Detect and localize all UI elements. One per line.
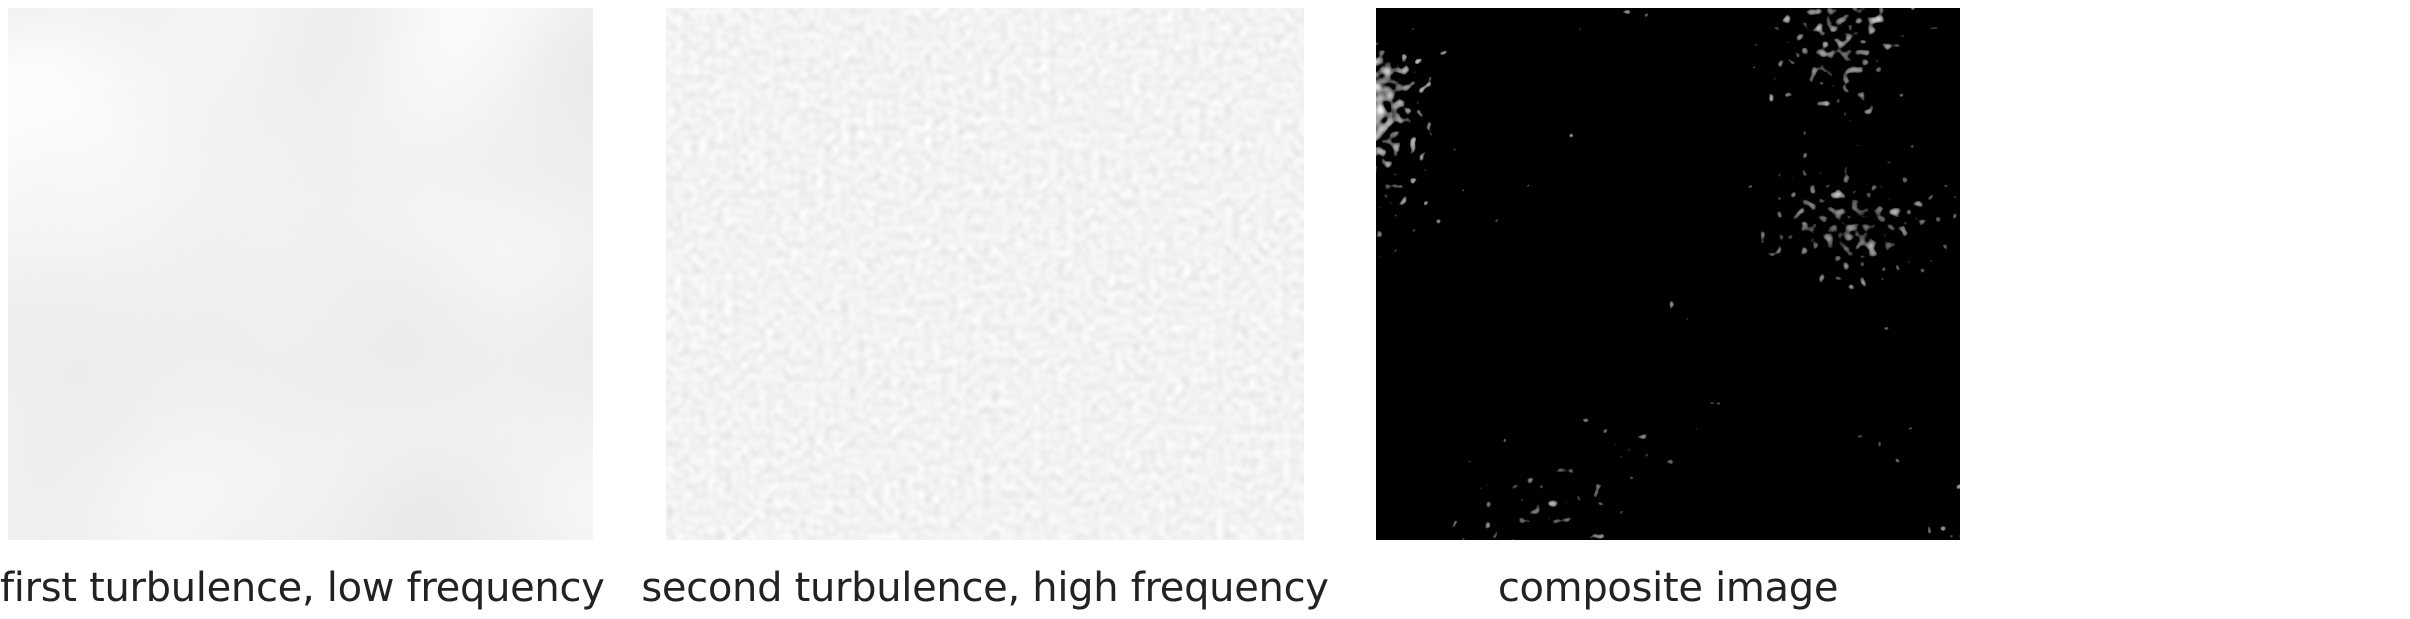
high-frequency-turbulence-image xyxy=(666,8,1304,540)
low-frequency-turbulence-image xyxy=(8,8,593,540)
caption-composite-image: composite image xyxy=(1497,565,1839,611)
composite-turbulence-image xyxy=(1376,8,1960,540)
caption-first-turbulence: first turbulence, low frequency xyxy=(0,565,605,611)
caption-second-turbulence: second turbulence, high frequency xyxy=(641,565,1329,611)
